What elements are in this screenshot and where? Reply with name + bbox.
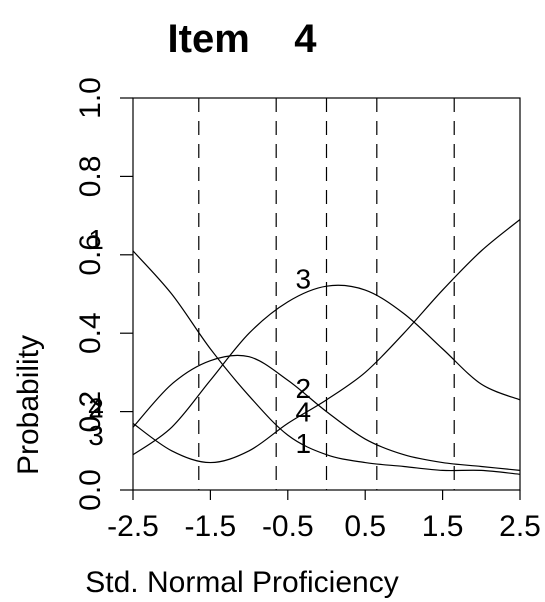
edge-label-3: 3: [88, 420, 104, 451]
y-tick-label: 0.2: [74, 391, 107, 433]
edge-label-2: 2: [88, 393, 104, 424]
category-4-curve: [132, 219, 521, 464]
category-1-curve-label: 1: [295, 428, 311, 459]
y-tick-label: 0.0: [74, 469, 107, 511]
category-2-curve-label: 2: [295, 373, 311, 404]
x-tick-label: -2.5: [107, 510, 159, 543]
x-tick-label: 0.5: [344, 510, 386, 543]
y-tick-label: 1.0: [74, 77, 107, 119]
edge-label-1: 1: [88, 224, 104, 255]
x-axis-label: Std. Normal Proficiency: [85, 566, 398, 599]
y-tick-label: 0.6: [74, 234, 107, 276]
edge-label-4: 4: [88, 393, 104, 424]
x-tick-label: -1.5: [185, 510, 237, 543]
category-2-curve: [132, 354, 521, 471]
y-axis-label: Probability: [12, 335, 45, 475]
category-1-curve: [132, 250, 521, 475]
x-tick-label: 2.5: [499, 510, 541, 543]
y-axis: 0.0 0.2 0.4 0.6 0.8 1.0: [74, 77, 133, 511]
category-curves: [132, 219, 521, 475]
category-3-curve: [132, 284, 521, 456]
x-tick-label: -0.5: [262, 510, 314, 543]
y-tick-label: 0.8: [74, 156, 107, 198]
x-tick-label: 1.5: [422, 510, 464, 543]
y-tick-label: 0.4: [74, 312, 107, 354]
chart-title: Item 4: [168, 17, 318, 61]
threshold-dashed-lines: [198, 98, 455, 490]
category-3-curve-label: 3: [295, 263, 311, 294]
category-4-curve-label: 4: [295, 397, 311, 428]
x-axis: -2.5 -1.5 -0.5 0.5 1.5 2.5: [107, 490, 541, 543]
